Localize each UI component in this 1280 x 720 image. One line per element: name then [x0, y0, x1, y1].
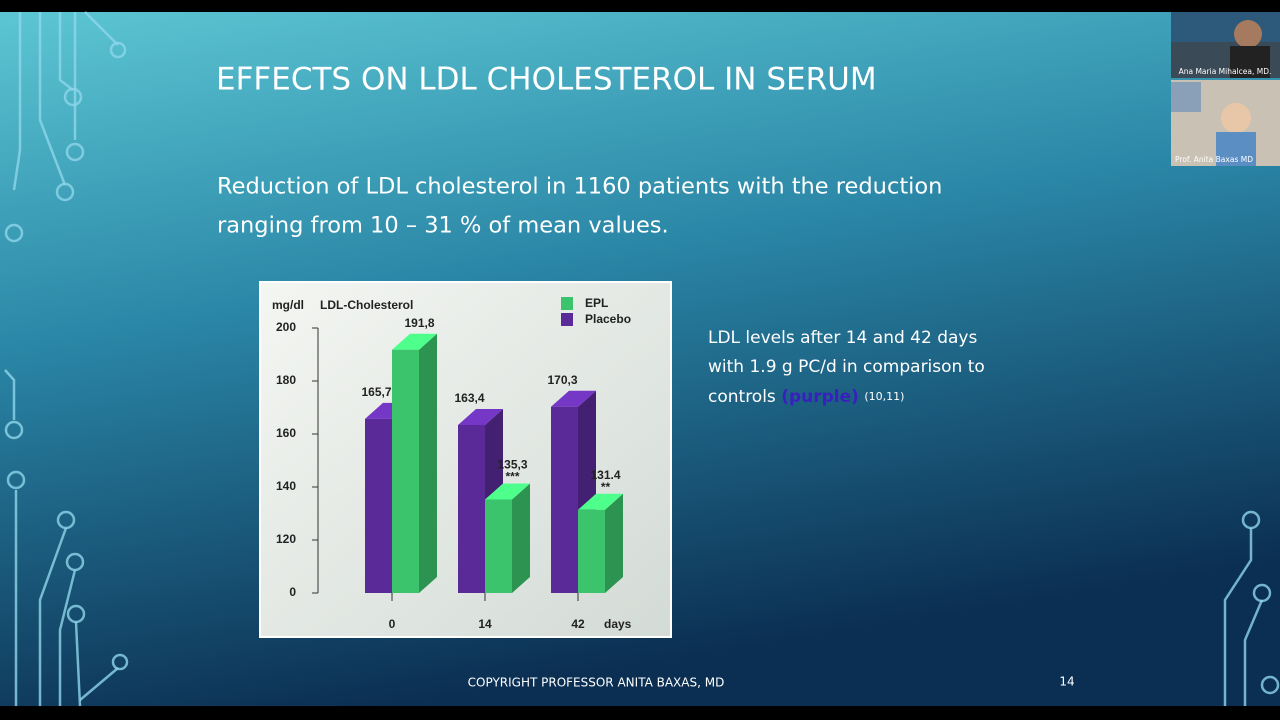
value-label: 165,7 — [361, 385, 391, 399]
x-tick-label: 42 — [571, 617, 585, 631]
value-label: 131.4 — [590, 468, 620, 482]
note-reference: (10,11) — [864, 390, 904, 403]
bar-side — [512, 483, 530, 593]
note-line: with 1.9 g PC/d in comparison to — [708, 357, 985, 377]
bar-top — [551, 390, 596, 407]
bar-side — [605, 493, 623, 593]
participant-name: Ana Maria Mihalcea, MD. — [1179, 67, 1272, 76]
value-label: 135,3 — [497, 458, 527, 472]
bar-front — [392, 349, 419, 593]
note-line: controls (purple) (10,11) — [708, 387, 904, 407]
legend-label: EPL — [585, 296, 608, 310]
participant-name: Prof. Anita Baxas MD — [1175, 155, 1253, 164]
participant-tile: Ana Maria Mihalcea, MD. — [1171, 12, 1280, 78]
value-label: 170,3 — [547, 373, 577, 387]
y-tick-label: 180 — [276, 373, 296, 387]
note-highlight: (purple) — [781, 387, 859, 407]
slide-title: EFFECTS ON LDL CHOLESTEROL IN SERUM — [216, 62, 877, 98]
note-text: controls — [708, 387, 776, 407]
bar — [485, 483, 530, 593]
subtitle-line: ranging from 10 – 31 % of mean values. — [217, 213, 669, 239]
bar — [578, 493, 623, 593]
y-tick-label: 120 — [276, 532, 296, 546]
legend-swatch — [561, 297, 573, 310]
participant-tile: Prof. Anita Baxas MD — [1171, 80, 1280, 166]
bar-top — [458, 408, 503, 425]
bar-side — [419, 333, 437, 593]
circuit-decoration — [4, 11, 1280, 707]
bar-top — [485, 483, 530, 500]
bar — [392, 333, 437, 593]
note-line: LDL levels after 14 and 42 days — [708, 328, 977, 348]
footer: COPYRIGHT PROFESSOR ANITA BAXAS, MD — [468, 676, 725, 690]
chart: mg/dl LDL-Cholesterol days 0120140160180… — [259, 281, 672, 638]
y-tick-label: 200 — [276, 320, 296, 334]
y-tick-label: 0 — [289, 585, 296, 599]
y-tick-label: 160 — [276, 426, 296, 440]
y-axis-label: LDL-Cholesterol — [320, 298, 413, 312]
significance-marker: *** — [505, 470, 519, 484]
bar-front — [365, 418, 392, 593]
page-number: 14 — [1059, 675, 1074, 689]
value-label: 163,4 — [454, 391, 484, 405]
bar-top — [392, 333, 437, 350]
bar-front — [458, 424, 485, 593]
bar-front — [551, 406, 578, 593]
significance-marker: ** — [601, 480, 611, 494]
x-tick-label: 0 — [389, 617, 396, 631]
legend-label: Placebo — [585, 312, 631, 326]
bar-front — [485, 499, 512, 593]
x-tick-label: 14 — [478, 617, 492, 631]
x-axis-label: days — [604, 617, 632, 631]
y-tick-label: 140 — [276, 479, 296, 493]
bar-front — [578, 509, 605, 593]
legend-swatch — [561, 313, 573, 326]
subtitle-line: Reduction of LDL cholesterol in 1160 pat… — [217, 174, 942, 200]
bar-top — [578, 493, 623, 510]
value-label: 191,8 — [404, 316, 434, 330]
y-unit: mg/dl — [272, 298, 304, 312]
